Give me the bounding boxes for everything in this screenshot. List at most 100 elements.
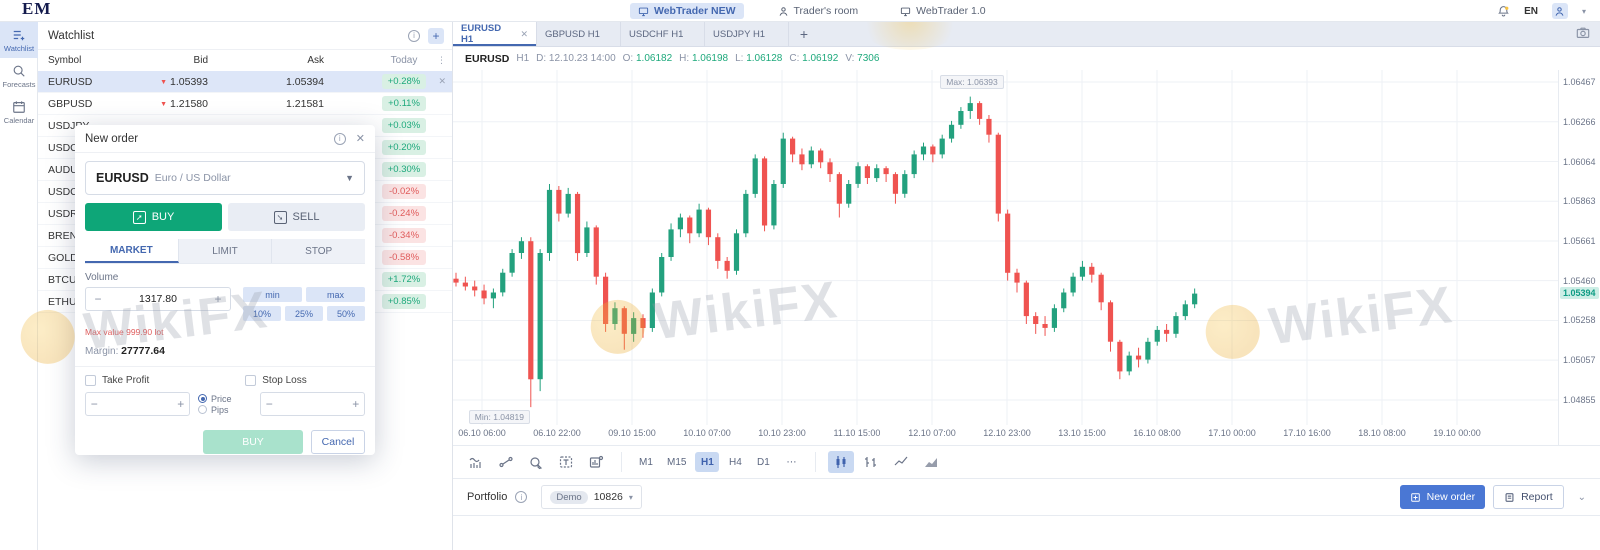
indicators-icon[interactable] (463, 451, 489, 473)
price-radio[interactable]: Price (198, 394, 252, 404)
account-selector[interactable]: Demo 10826 ▾ (541, 485, 642, 509)
notifications-bell-icon[interactable] (1496, 4, 1510, 18)
stop-loss-input[interactable] (277, 398, 348, 410)
chart-tab-eurusd-h1[interactable]: EURUSD H1 ✕ (453, 22, 537, 46)
price-tick: 1.06266 (1563, 116, 1596, 127)
cancel-button[interactable]: Cancel (311, 430, 365, 454)
candlestick-type-icon[interactable] (828, 451, 855, 473)
more-timeframes-button[interactable]: ⋯ (786, 456, 797, 468)
row-today-badge: +0.30% (380, 162, 428, 177)
row-symbol: GOLD (48, 251, 78, 264)
sidebar-item-calendar[interactable]: Calendar (0, 94, 38, 130)
chart-tab-gbpusd-h1[interactable]: GBPUSD H1 (537, 22, 621, 46)
stop-loss-checkbox[interactable]: Stop Loss (245, 375, 307, 386)
volume-stepper: − + (85, 287, 231, 311)
watchlist-row-eurusd[interactable]: EURUSD ▼ 1.05393 1.05394 +0.28% ✕ (38, 71, 452, 93)
chart-tab-usdjpy-h1[interactable]: USDJPY H1 (705, 22, 789, 46)
tp-decrease-button[interactable]: − (90, 397, 98, 411)
report-button[interactable]: Report (1493, 485, 1564, 509)
nav-webtrader-new[interactable]: WebTrader NEW (630, 3, 744, 19)
sl-decrease-button[interactable]: − (265, 397, 273, 411)
tp-increase-button[interactable]: + (177, 397, 185, 411)
nav-webtrader-10[interactable]: WebTrader 1.0 (892, 3, 993, 19)
volume-max-button[interactable]: max (306, 287, 365, 302)
time-tick: 17.10 00:00 (1208, 428, 1256, 438)
ohlc-open: 1.06182 (636, 53, 673, 64)
volume-50pct-button[interactable]: 50% (327, 306, 365, 321)
sl-increase-button[interactable]: + (352, 397, 360, 411)
today-change-badge: +0.85% (382, 294, 426, 309)
take-profit-checkbox[interactable]: Take Profit (85, 375, 149, 386)
shapes-tool-icon[interactable] (523, 451, 549, 473)
radio-icon (198, 394, 207, 403)
watchlist-row-gbpusd[interactable]: GBPUSD ▼ 1.21580 1.21581 +0.11% (38, 93, 452, 115)
volume-min-button[interactable]: min (243, 287, 302, 302)
sell-side-button[interactable]: ➘ SELL (228, 203, 365, 231)
sell-icon: ➘ (273, 210, 287, 224)
take-profit-input[interactable] (102, 398, 173, 410)
close-icon[interactable]: ✕ (355, 133, 365, 145)
remove-symbol-icon[interactable]: ✕ (438, 76, 446, 86)
time-tick: 11.10 15:00 (833, 428, 881, 438)
time-tick: 06.10 22:00 (533, 428, 581, 438)
chart-objects-icon[interactable] (583, 451, 609, 473)
info-icon[interactable]: i (408, 29, 420, 42)
tab-stop[interactable]: STOP (272, 239, 366, 263)
price-down-icon: ▼ (160, 100, 168, 108)
tab-market[interactable]: MARKET (85, 239, 179, 263)
symbol-select[interactable]: EURUSD Euro / US Dollar ▼ (85, 161, 365, 195)
chart-tab-usdchf-h1[interactable]: USDCHF H1 (621, 22, 705, 46)
brand-logo[interactable]: EM (22, 0, 52, 18)
bars-type-icon[interactable] (858, 451, 884, 473)
info-icon[interactable]: i (333, 132, 346, 145)
area-type-icon[interactable] (918, 451, 944, 473)
row-today-badge: +0.03% (380, 118, 428, 133)
buy-side-button[interactable]: ➚ BUY (85, 203, 222, 231)
timeframe-h1[interactable]: H1 (695, 452, 720, 472)
row-today-badge: +1.72% (380, 272, 428, 287)
time-tick: 09.10 15:00 (608, 428, 656, 438)
text-tool-icon[interactable] (553, 451, 579, 473)
row-ask: 1.21581 (286, 97, 324, 110)
volume-10pct-button[interactable]: 10% (243, 306, 281, 321)
pips-radio[interactable]: Pips (198, 405, 252, 415)
chart-plot (453, 70, 1558, 425)
volume-input[interactable] (110, 293, 206, 305)
timeframe-m15[interactable]: M15 (667, 456, 687, 468)
screenshot-camera-icon[interactable] (1576, 26, 1592, 42)
timeframe-d1[interactable]: D1 (757, 456, 770, 468)
ohlc-close: 1.06192 (802, 53, 839, 64)
add-symbol-button[interactable]: + (428, 27, 444, 44)
volume-decrease-button[interactable]: − (94, 292, 102, 306)
account-menu-caret-icon[interactable]: ▾ (1581, 6, 1586, 16)
close-tab-icon[interactable]: ✕ (520, 28, 528, 39)
nav-traders-room[interactable]: Trader's room (770, 3, 867, 19)
column-menu-icon[interactable]: ⋮ (437, 55, 446, 65)
chart-toolbar: M1 M15 H1 H4 D1 ⋯ (453, 445, 1600, 478)
price-down-icon: ▼ (160, 78, 168, 86)
price-tick: 1.05057 (1563, 355, 1596, 366)
rail-label: Calendar (3, 116, 35, 125)
language-selector[interactable]: EN (1524, 5, 1538, 17)
line-tool-icon[interactable] (493, 451, 519, 473)
timeframe-h4[interactable]: H4 (729, 456, 742, 468)
tab-limit[interactable]: LIMIT (178, 239, 273, 263)
new-order-button[interactable]: New order (1399, 485, 1486, 509)
submit-buy-button[interactable]: BUY (203, 430, 303, 454)
timeframe-m1[interactable]: M1 (639, 456, 653, 468)
min-price-label: Min: 1.04819 (468, 410, 530, 425)
line-type-icon[interactable] (888, 451, 914, 473)
candlestick-chart[interactable]: 06.10 06:00 06.10 22:00 09.10 15:00 10.10 0… (453, 70, 1600, 445)
account-avatar[interactable] (1551, 3, 1568, 19)
add-chart-tab-button[interactable]: + (799, 26, 809, 42)
sidebar-item-watchlist[interactable]: Watchlist (0, 22, 38, 58)
col-today: Today (390, 55, 418, 66)
volume-increase-button[interactable]: + (214, 292, 222, 306)
collapse-panel-icon[interactable]: ⌄ (1577, 491, 1586, 503)
volume-25pct-button[interactable]: 25% (285, 306, 323, 321)
row-today-badge: +0.20% (380, 140, 428, 155)
today-change-badge: -0.02% (382, 184, 426, 199)
sidebar-item-forecasts[interactable]: Forecasts (0, 58, 38, 94)
info-icon[interactable]: i (515, 491, 528, 503)
buy-icon: ➚ (132, 210, 146, 224)
